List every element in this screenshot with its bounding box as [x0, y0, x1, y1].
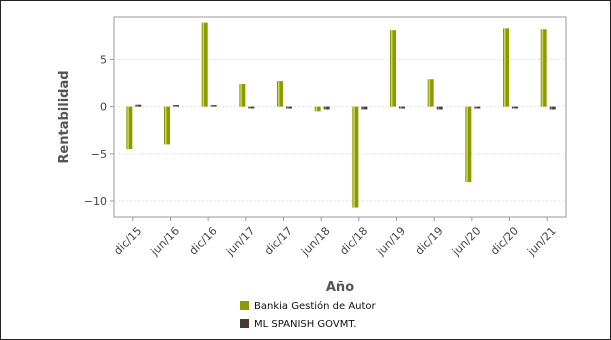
x-tick-label: dic/18 — [337, 224, 370, 257]
bar-highlight — [541, 29, 544, 107]
bar-ml-spanish — [135, 104, 142, 107]
x-tick-label: dic/15 — [111, 224, 144, 257]
y-tick-label: 5 — [100, 53, 107, 66]
bar-bankia — [427, 79, 434, 107]
bar-highlight — [127, 106, 129, 150]
bar-ml-spanish — [474, 106, 481, 109]
bar-highlight — [202, 22, 205, 107]
bar-ml-spanish — [399, 106, 405, 109]
y-tick-label: −10 — [84, 195, 107, 208]
bar-highlight — [211, 105, 214, 107]
bar-highlight — [513, 106, 515, 109]
legend-label-bankia: Bankia Gestión de Autor — [254, 300, 377, 312]
bar-highlight — [428, 79, 431, 107]
bar-highlight — [353, 106, 355, 208]
bar-highlight — [550, 106, 553, 110]
bar-highlight — [287, 106, 289, 109]
bar-highlight — [466, 106, 468, 183]
bar-highlight — [324, 106, 327, 110]
bar-bankia — [540, 29, 547, 107]
bar-bankia — [390, 30, 396, 107]
bar-bankia — [164, 106, 170, 145]
bar-highlight — [278, 81, 280, 107]
bar-bankia — [352, 106, 359, 208]
bar-ml-spanish — [173, 105, 179, 107]
x-tick-label: jun/21 — [524, 224, 558, 258]
x-tick-label: jun/19 — [374, 224, 408, 258]
x-tick-label: dic/20 — [488, 224, 521, 257]
bar-bankia — [277, 81, 283, 107]
bar-ml-spanish — [512, 106, 518, 109]
bar-highlight — [437, 106, 440, 110]
bar-highlight — [174, 105, 176, 107]
bar-highlight — [504, 28, 506, 107]
bar-highlight — [475, 106, 477, 109]
bar-highlight — [165, 106, 167, 145]
legend-swatch-bankia — [240, 301, 249, 310]
bar-highlight — [249, 106, 251, 109]
x-tick-label: jun/18 — [298, 224, 332, 258]
bar-highlight — [240, 83, 242, 107]
bar-bankia — [126, 106, 133, 150]
y-axis-title: Rentabilidad — [57, 70, 72, 163]
x-tick-label: jun/17 — [223, 224, 257, 258]
bar-ml-spanish — [323, 106, 330, 110]
legend-label-ml-spanish: ML SPANISH GOVMT. — [254, 319, 356, 330]
x-axis-title: Año — [326, 280, 354, 295]
y-tick-label: 0 — [100, 101, 107, 114]
bar-bankia — [503, 28, 509, 107]
bar-bankia — [201, 22, 208, 107]
x-axis-ticks: dic/15 jun/16 dic/16 jun/17 dic/17 jun/18 dic/… — [111, 217, 559, 259]
legend: Bankia Gestión de Autor ML SPANISH GOVMT… — [240, 300, 377, 330]
bar-highlight — [391, 30, 393, 107]
bar-bankia — [465, 106, 472, 183]
legend-swatch-ml-spanish — [240, 319, 249, 328]
bar-highlight — [362, 106, 364, 110]
gridlines — [114, 58, 566, 202]
plot-area — [113, 16, 567, 218]
bar-bankia — [239, 83, 246, 107]
bar-ml-spanish — [436, 106, 443, 110]
bar-highlight — [400, 106, 402, 109]
x-tick-label: jun/16 — [148, 224, 182, 258]
y-tick-label: −5 — [91, 148, 107, 161]
bar-highlight — [136, 104, 138, 107]
bar-bankia — [314, 106, 321, 112]
bars — [126, 22, 556, 208]
bar-highlight — [315, 106, 318, 112]
x-tick-label: dic/17 — [262, 224, 295, 257]
bar-ml-spanish — [361, 106, 368, 110]
x-tick-label: dic/16 — [187, 224, 220, 257]
bar-ml-spanish — [248, 106, 255, 109]
bar-ml-spanish — [549, 106, 556, 110]
x-tick-label: dic/19 — [413, 224, 446, 257]
bar-ml-spanish — [210, 105, 217, 107]
x-tick-label: jun/20 — [449, 224, 483, 258]
y-axis-ticks: −10 −5 0 5 — [84, 53, 114, 208]
bar-ml-spanish — [286, 106, 292, 109]
